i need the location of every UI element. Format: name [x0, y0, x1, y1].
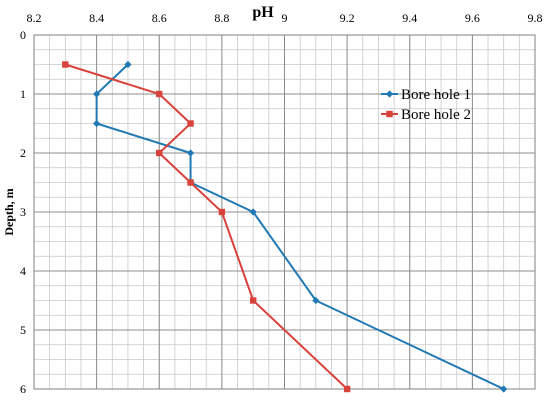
x-tick-label: 8.2 — [27, 11, 42, 25]
y-tick-label: 3 — [20, 205, 26, 219]
legend-marker — [385, 90, 394, 98]
series-bore-hole-1 — [93, 60, 508, 393]
x-tick-label: 9.6 — [465, 11, 480, 25]
x-axis-title: pH — [252, 4, 274, 21]
data-point — [93, 119, 101, 128]
series-line — [95, 63, 505, 390]
data-point — [156, 90, 163, 98]
data-point — [500, 385, 508, 393]
y-tick-label: 5 — [20, 323, 26, 337]
data-point — [124, 60, 132, 69]
data-point — [187, 179, 194, 186]
x-tick-label: 9 — [282, 11, 288, 25]
legend-label: Bore hole 1 — [401, 87, 471, 103]
legend-entry: Bore hole 1 — [381, 87, 471, 103]
legend: Bore hole 1 Bore hole 2 — [381, 87, 471, 123]
data-point — [218, 208, 226, 216]
data-point — [312, 296, 320, 305]
x-tick-label: 9.4 — [402, 11, 417, 25]
axes: 8.2 8.4 8.6 8.8 9 9.2 9.4 9.6 9.8 0 1 2 3 4 5 6 — [20, 11, 543, 396]
y-tick-label: 4 — [20, 264, 26, 278]
data-point — [249, 297, 257, 304]
data-point — [186, 149, 195, 157]
data-point — [93, 90, 101, 98]
x-tick-label: 9.8 — [528, 11, 543, 25]
y-tick-label: 6 — [20, 382, 26, 396]
plot-area-border — [33, 34, 536, 390]
data-point — [62, 61, 69, 68]
legend-marker — [386, 110, 393, 118]
data-point — [187, 120, 194, 127]
y-tick-label: 0 — [20, 28, 26, 42]
legend-entry: Bore hole 2 — [381, 107, 471, 123]
data-point — [156, 149, 163, 157]
legend-label: Bore hole 2 — [401, 107, 471, 123]
series-line — [65, 63, 348, 390]
x-tick-label: 8.4 — [89, 11, 104, 25]
data-point — [343, 385, 351, 393]
x-tick-label: 9.2 — [340, 11, 355, 25]
x-tick-label: 8.6 — [152, 11, 167, 25]
data-point — [249, 208, 257, 216]
y-tick-label: 2 — [20, 146, 26, 160]
y-axis-title: Depth, m — [2, 188, 16, 235]
series-bore-hole-2 — [62, 61, 351, 393]
series-group — [62, 60, 508, 393]
x-tick-label: 8.8 — [214, 11, 229, 25]
y-tick-label: 1 — [20, 87, 26, 101]
